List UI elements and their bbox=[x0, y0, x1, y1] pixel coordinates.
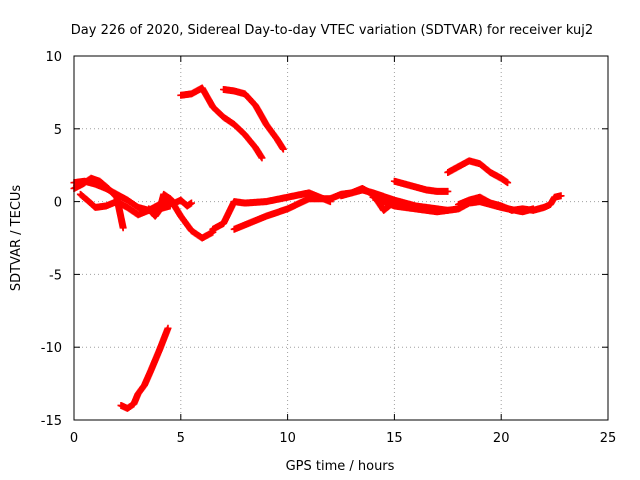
series-arc-6 bbox=[177, 84, 266, 162]
x-tick-label: 10 bbox=[279, 431, 296, 446]
y-tick-label: -15 bbox=[41, 414, 62, 429]
x-tick-label: 5 bbox=[177, 431, 185, 446]
data-point bbox=[119, 224, 127, 232]
x-tick-label: 0 bbox=[70, 431, 78, 446]
series-arc-12 bbox=[390, 177, 452, 195]
series-arc-9 bbox=[230, 195, 334, 233]
series-arc-5 bbox=[117, 324, 172, 412]
y-tick-label: 10 bbox=[45, 50, 62, 65]
y-tick-label: -10 bbox=[41, 341, 62, 356]
data-point bbox=[164, 324, 172, 332]
plot-frame bbox=[73, 55, 609, 421]
data-point bbox=[444, 187, 452, 195]
grid bbox=[74, 56, 608, 420]
series-arc-4 bbox=[145, 190, 195, 220]
data-points bbox=[70, 84, 565, 412]
data-point bbox=[279, 145, 287, 153]
chart-title: Day 226 of 2020, Sidereal Day-to-day VTE… bbox=[71, 23, 593, 38]
y-axis-label: SDTVAR / TECUs bbox=[9, 185, 24, 292]
data-point bbox=[504, 179, 512, 187]
series-arc-8 bbox=[209, 189, 334, 233]
series-arc-13 bbox=[444, 157, 512, 187]
x-axis-label: GPS time / hours bbox=[286, 459, 395, 474]
data-point bbox=[557, 192, 565, 200]
y-tick-label: 5 bbox=[54, 123, 62, 138]
x-tick-label: 20 bbox=[493, 431, 510, 446]
series-arc-7 bbox=[220, 85, 287, 153]
series-arc-15 bbox=[454, 192, 565, 214]
x-tick-label: 15 bbox=[386, 431, 403, 446]
y-tick-label: 0 bbox=[54, 196, 62, 211]
data-point bbox=[187, 199, 195, 207]
data-point bbox=[258, 154, 266, 162]
y-tick-label: -5 bbox=[49, 268, 62, 283]
ticks: 0 5 10 15 20 25 -15 -10 -5 0 5 10 bbox=[41, 50, 617, 446]
x-tick-label: 25 bbox=[600, 431, 617, 446]
series-arc-3 bbox=[76, 190, 217, 242]
